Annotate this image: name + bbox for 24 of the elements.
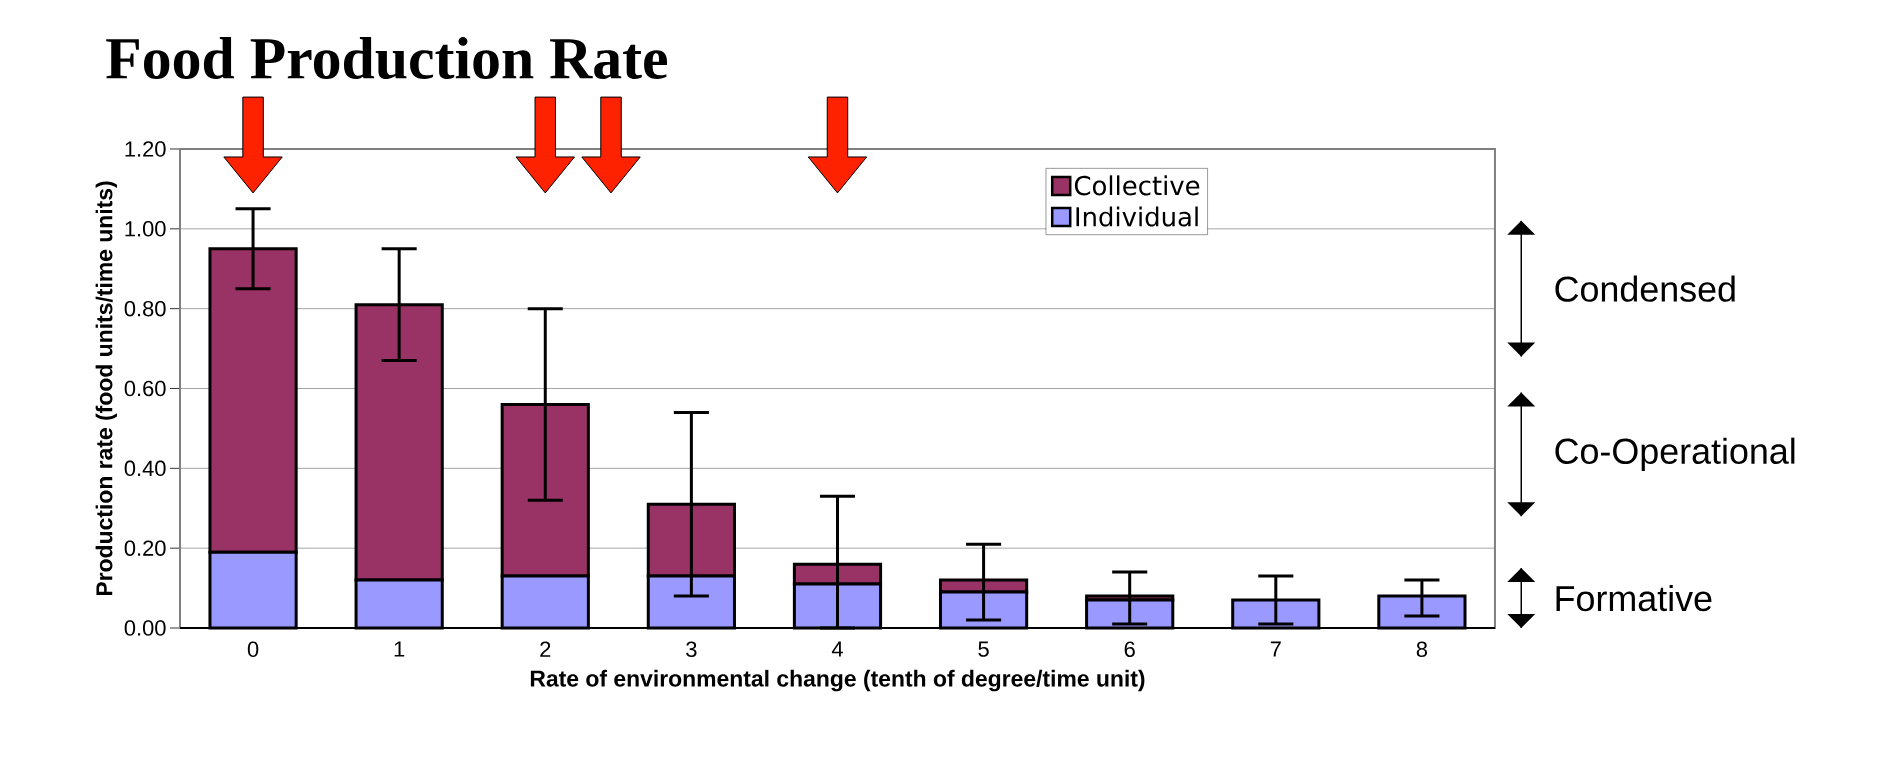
legend-label: Individual (1076, 206, 1198, 227)
x-tick-label: 5 (978, 641, 989, 657)
x-tick-label: 0 (247, 641, 259, 658)
x-axis-title: Rate of environmental change (tenth of degree/time unit) (530, 669, 1145, 692)
legend-label: Collective (1074, 175, 1200, 196)
y-tick-label: 1.00 (125, 221, 166, 237)
x-tick-label: 7 (1270, 641, 1281, 657)
x-tick-label: 1 (394, 641, 405, 657)
y-tick-label: 0.20 (124, 540, 166, 556)
y-tick-label: 0.00 (124, 620, 166, 636)
y-tick-label: 0.80 (124, 300, 166, 317)
y-tick-label: 0.40 (124, 460, 166, 477)
text: Formative (1556, 584, 1712, 612)
x-tick-label: 2 (540, 641, 551, 657)
y-tick-label: 1.20 (125, 141, 166, 157)
x-tick-label: 6 (1124, 641, 1135, 658)
text: Co-Operational (1555, 437, 1795, 472)
y-axis-title: Production rate (food units/time units) (95, 181, 117, 596)
chart-title: Food Production Rate (106, 36, 668, 80)
y-tick-label: 0.60 (124, 380, 166, 397)
x-tick-label: 8 (1416, 641, 1428, 658)
x-tick-label: 4 (831, 641, 843, 657)
text: Condensed (1555, 275, 1735, 302)
x-tick-label: 3 (686, 641, 697, 658)
